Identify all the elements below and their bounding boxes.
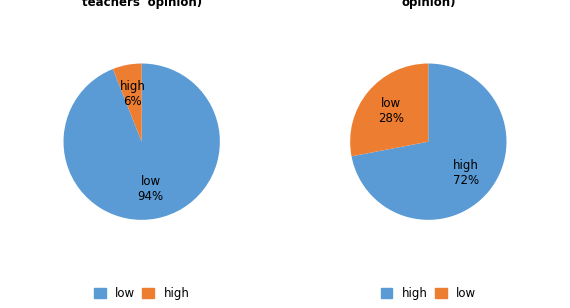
Wedge shape (350, 63, 428, 156)
Text: low
94%: low 94% (138, 175, 164, 203)
Wedge shape (63, 63, 220, 220)
Text: high
72%: high 72% (453, 159, 479, 187)
Wedge shape (352, 63, 507, 220)
Legend: high, low: high, low (381, 287, 476, 300)
Title: The level of adolescents'
communicative culture
development (parents' and
teache: The level of adolescents' communicative … (52, 0, 231, 9)
Legend: low, high: low, high (94, 287, 189, 300)
Wedge shape (113, 63, 142, 142)
Title: The level of adolescents'
communicative culture
development (adolescents'
opinio: The level of adolescents' communicative … (339, 0, 518, 9)
Text: high
6%: high 6% (120, 80, 145, 108)
Text: low
28%: low 28% (378, 97, 404, 125)
